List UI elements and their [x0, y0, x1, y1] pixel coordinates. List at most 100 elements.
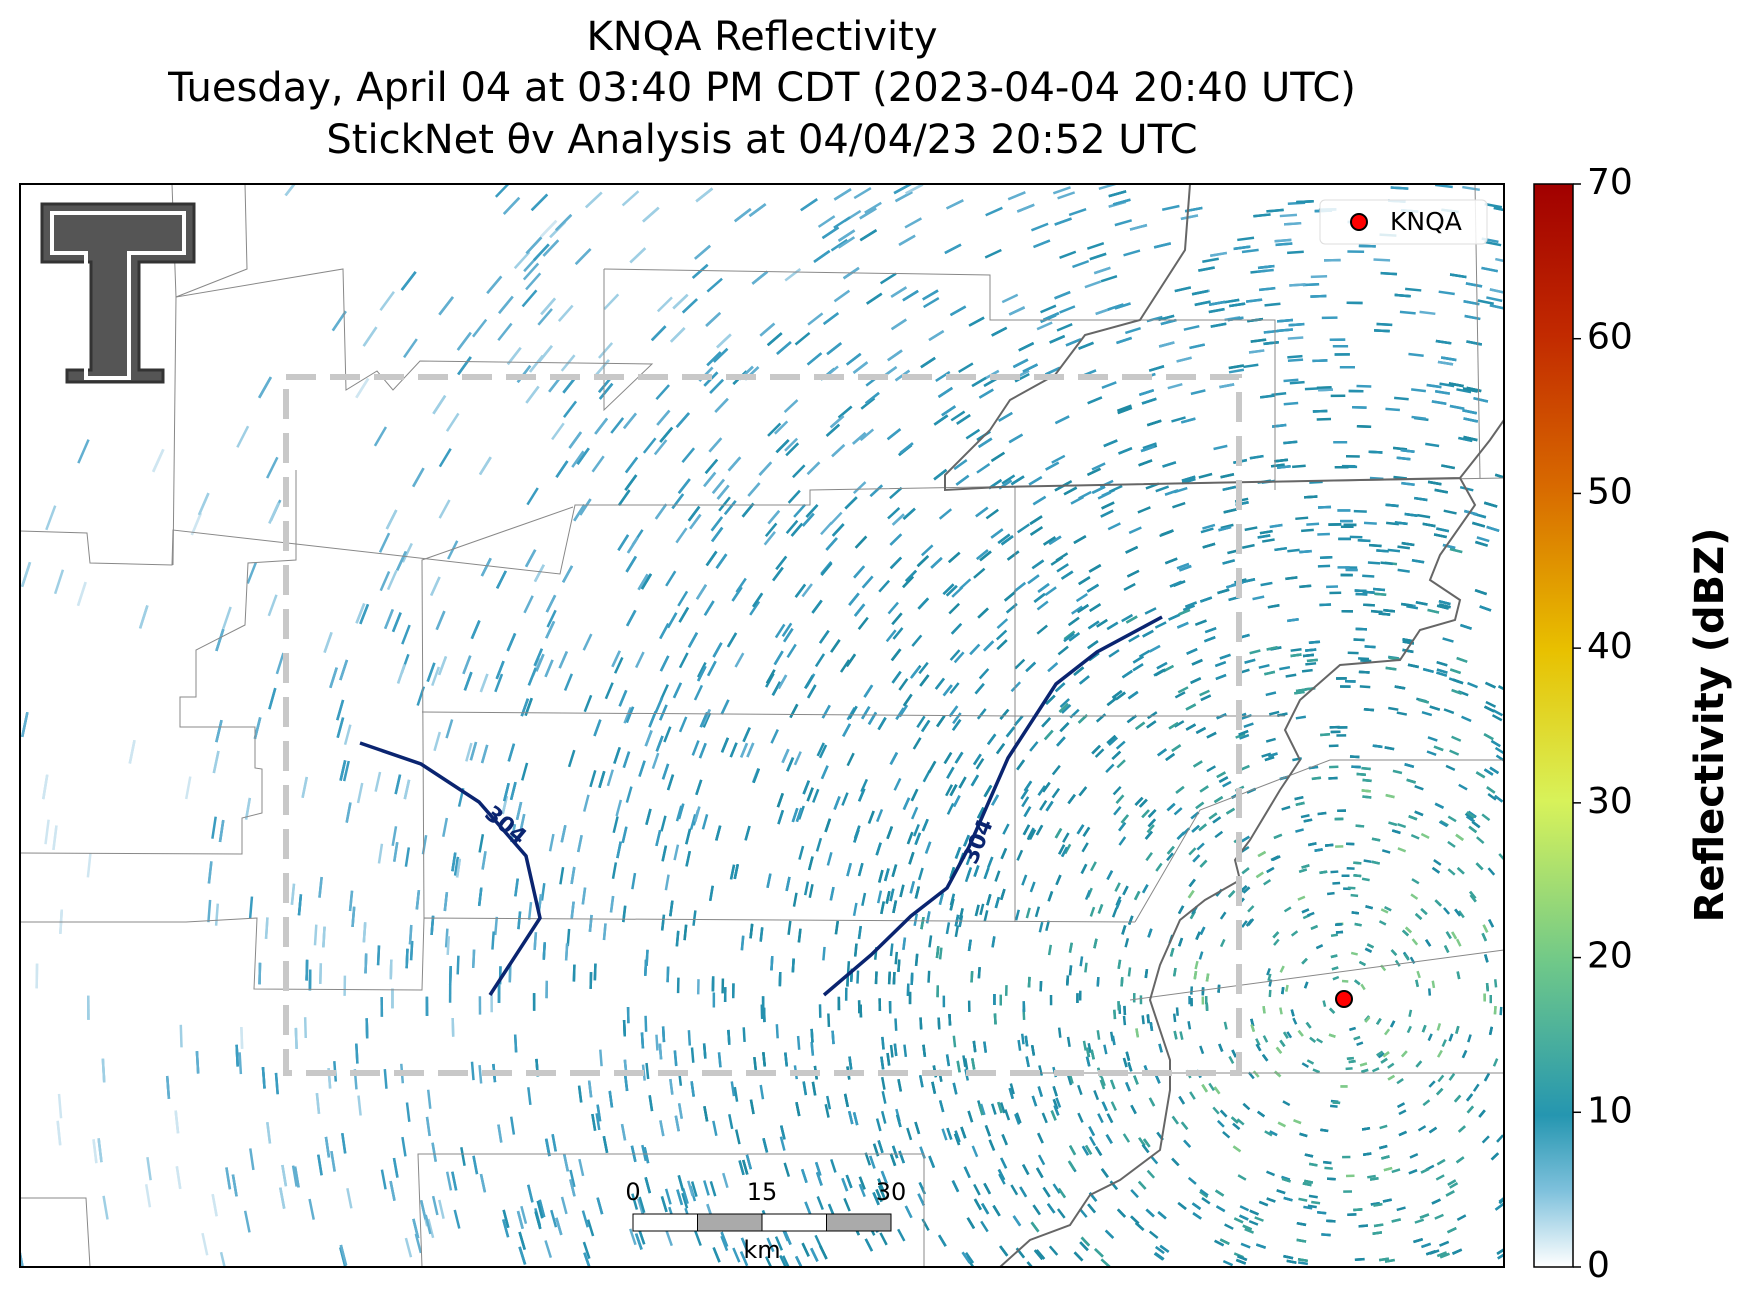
speckle: [1146, 419, 1162, 427]
speckle: [720, 1235, 729, 1252]
speckle: [999, 994, 1003, 1006]
speckle: [976, 708, 987, 720]
speckle: [1135, 1028, 1140, 1038]
speckle: [1116, 336, 1133, 345]
speckle: [660, 1196, 668, 1213]
speckle: [1005, 726, 1016, 738]
speckle: [558, 650, 569, 669]
speckle: [766, 1237, 775, 1253]
speckle: [866, 292, 883, 305]
speckle: [146, 1157, 152, 1181]
speckle: [645, 1062, 650, 1080]
speckle: [1362, 574, 1375, 578]
speckle: [1483, 993, 1486, 1002]
speckle: [481, 851, 487, 870]
speckle: [732, 1247, 741, 1263]
speckle: [872, 1143, 880, 1157]
speckle: [1213, 444, 1228, 451]
speckle: [1361, 766, 1371, 771]
speckle: [1362, 778, 1372, 783]
speckle: [1361, 877, 1370, 882]
speckle: [665, 1229, 673, 1247]
speckle: [1100, 509, 1114, 518]
speckle: [1312, 409, 1328, 413]
speckle: [1242, 1102, 1251, 1111]
speckle: [852, 431, 867, 445]
speckle: [1302, 1182, 1312, 1187]
speckle: [1408, 815, 1418, 821]
speckle: [1448, 1072, 1456, 1081]
speckle: [722, 1172, 729, 1189]
speckle: [1257, 534, 1271, 539]
speckle: [1283, 906, 1292, 913]
speckle: [389, 959, 393, 980]
speckle: [881, 1090, 887, 1104]
speckle: [1328, 523, 1342, 526]
speckle: [1319, 603, 1332, 607]
speckle: [703, 471, 717, 488]
speckle: [825, 423, 841, 437]
speckle: [1137, 1180, 1147, 1190]
speckle: [917, 597, 930, 610]
speckle: [1439, 1240, 1450, 1247]
speckle: [1439, 1252, 1450, 1259]
speckle: [472, 1155, 479, 1175]
speckle: [1157, 1211, 1167, 1220]
speckle: [1299, 1132, 1308, 1138]
speckle: [1039, 800, 1048, 811]
speckle: [1287, 336, 1304, 340]
speckle: [238, 1052, 243, 1075]
speckle: [889, 888, 895, 902]
speckle: [1241, 867, 1250, 875]
speckle: [1025, 661, 1037, 673]
speckle: [478, 456, 492, 476]
speckle: [805, 504, 819, 518]
speckle: [1057, 1187, 1067, 1199]
speckle: [1409, 1152, 1419, 1159]
speckle: [1123, 582, 1136, 591]
speckle: [801, 512, 815, 527]
speckle: [1277, 328, 1293, 333]
speckle: [640, 1032, 645, 1049]
speckle: [1233, 245, 1251, 251]
speckle: [1239, 1214, 1249, 1221]
speckle: [811, 1081, 817, 1096]
speckle: [994, 896, 1001, 909]
speckle: [253, 717, 262, 740]
speckle: [880, 901, 886, 915]
speckle: [844, 987, 848, 1001]
speckle: [297, 894, 303, 916]
speckle: [814, 653, 826, 668]
speckle: [1054, 828, 1063, 839]
speckle: [1057, 645, 1069, 656]
speckle: [1017, 1039, 1022, 1051]
speckle: [569, 1179, 576, 1197]
speckle: [778, 972, 782, 987]
speckle: [937, 1017, 941, 1030]
speckle: [525, 272, 542, 291]
speckle: [1154, 621, 1167, 629]
speckle: [1494, 473, 1504, 480]
speckle: [918, 1074, 924, 1088]
speckle: [571, 450, 585, 468]
speckle: [1200, 596, 1213, 603]
speckle: [1362, 1152, 1372, 1156]
speckle: [1435, 1174, 1445, 1181]
speckle: [1208, 812, 1218, 820]
speckle: [1385, 407, 1400, 412]
speckle: [453, 856, 460, 876]
speckle: [1078, 786, 1088, 797]
speckle: [1158, 1043, 1163, 1053]
speckle: [1004, 985, 1008, 996]
speckle: [1157, 748, 1167, 757]
speckle: [781, 748, 790, 764]
speckle: [579, 498, 592, 516]
speckle: [1021, 874, 1028, 886]
speckle: [758, 461, 773, 476]
speckle: [527, 667, 537, 686]
speckle: [197, 492, 210, 516]
speckle: [1153, 1252, 1164, 1261]
speckle: [1079, 1241, 1089, 1252]
speckle: [1068, 942, 1073, 953]
speckle: [656, 409, 671, 426]
